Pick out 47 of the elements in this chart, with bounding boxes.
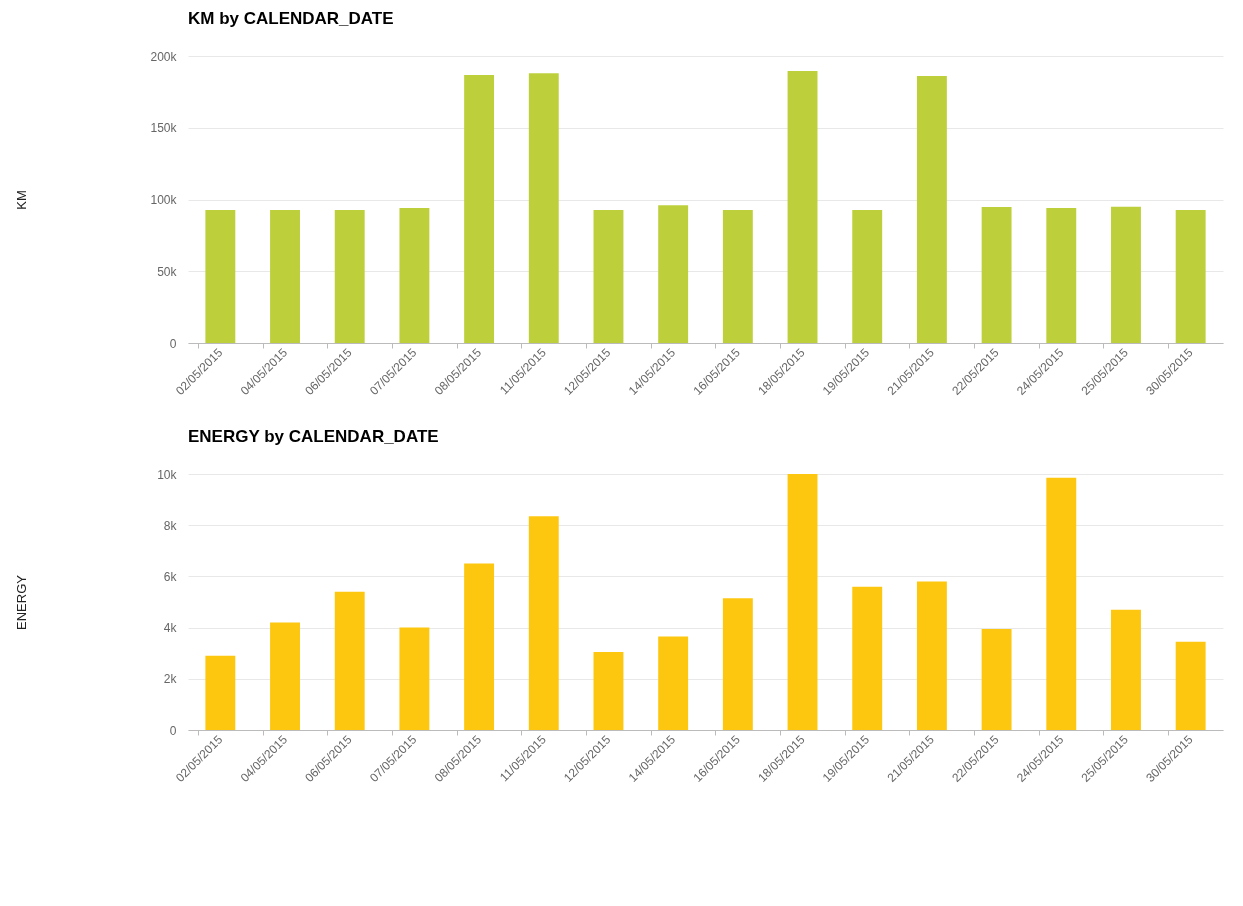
bar bbox=[528, 73, 559, 343]
bar bbox=[1046, 477, 1077, 730]
bar bbox=[593, 651, 624, 730]
bar bbox=[334, 209, 365, 343]
y-tick-label: 4k bbox=[163, 621, 178, 636]
bar bbox=[399, 627, 430, 730]
bar bbox=[270, 622, 300, 730]
y-tick-label: 200k bbox=[150, 49, 178, 64]
chart-title: ENERGY by CALENDAR_DATE bbox=[188, 427, 439, 446]
bar bbox=[916, 76, 947, 343]
bar bbox=[528, 516, 559, 730]
bar bbox=[787, 474, 818, 730]
y-axis-title: ENERGY bbox=[13, 574, 29, 630]
bar bbox=[658, 205, 689, 343]
bar bbox=[464, 74, 495, 343]
bar bbox=[916, 581, 947, 730]
y-tick-label: 6k bbox=[163, 569, 178, 584]
bar bbox=[1111, 206, 1141, 343]
bar bbox=[722, 598, 753, 730]
y-tick-label: 150k bbox=[150, 121, 178, 136]
bar bbox=[722, 209, 753, 343]
y-tick-label: 0 bbox=[169, 723, 177, 738]
bar bbox=[1111, 609, 1141, 730]
bar bbox=[1175, 641, 1206, 730]
bar bbox=[658, 636, 689, 730]
bar bbox=[205, 209, 236, 343]
y-axis-title: KM bbox=[13, 190, 29, 210]
y-tick-label: 10k bbox=[157, 467, 178, 482]
bar bbox=[205, 655, 236, 730]
y-tick-label: 2k bbox=[163, 672, 178, 687]
y-tick-label: 0 bbox=[169, 336, 177, 351]
bar bbox=[334, 591, 365, 730]
bar bbox=[464, 563, 495, 730]
bar bbox=[852, 586, 883, 730]
y-tick-label: 100k bbox=[150, 193, 178, 207]
bar bbox=[981, 628, 1012, 730]
bar bbox=[270, 209, 300, 343]
bar bbox=[981, 206, 1012, 343]
chart-title: KM by CALENDAR_DATE bbox=[188, 9, 394, 28]
bar bbox=[787, 71, 818, 343]
bar bbox=[1046, 208, 1077, 343]
y-tick-label: 8k bbox=[163, 518, 178, 533]
y-tick-label: 50k bbox=[157, 264, 178, 279]
bar bbox=[1175, 209, 1206, 343]
bar bbox=[593, 209, 624, 343]
bar bbox=[399, 208, 430, 343]
bar bbox=[852, 209, 883, 343]
